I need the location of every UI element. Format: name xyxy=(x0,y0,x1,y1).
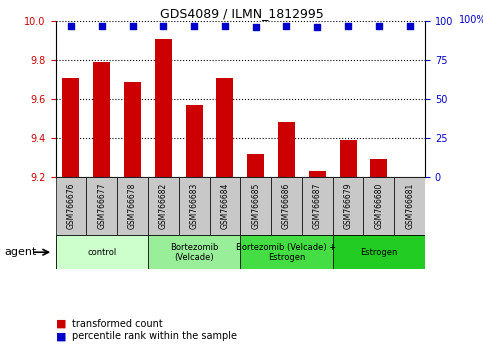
Text: percentile rank within the sample: percentile rank within the sample xyxy=(72,331,238,341)
Bar xyxy=(56,235,148,269)
Text: agent: agent xyxy=(5,247,37,257)
Text: ■: ■ xyxy=(56,331,66,341)
Point xyxy=(252,25,259,30)
Bar xyxy=(364,177,394,235)
Y-axis label: 100%: 100% xyxy=(459,15,483,25)
Text: Bortezomib
(Velcade): Bortezomib (Velcade) xyxy=(170,242,218,262)
Bar xyxy=(148,235,241,269)
Point xyxy=(344,23,352,29)
Point xyxy=(406,23,413,29)
Point xyxy=(375,23,383,29)
Text: GSM766687: GSM766687 xyxy=(313,183,322,229)
Bar xyxy=(333,235,425,269)
Bar xyxy=(340,140,356,177)
Bar xyxy=(302,177,333,235)
Bar xyxy=(216,78,233,177)
Bar xyxy=(241,177,271,235)
Text: GSM766682: GSM766682 xyxy=(159,183,168,229)
Text: GSM766684: GSM766684 xyxy=(220,183,229,229)
Text: GSM766676: GSM766676 xyxy=(67,183,75,229)
Bar xyxy=(247,154,264,177)
Text: transformed count: transformed count xyxy=(72,319,163,329)
Text: GSM766683: GSM766683 xyxy=(190,183,199,229)
Bar xyxy=(117,177,148,235)
Bar xyxy=(333,177,364,235)
Text: control: control xyxy=(87,248,116,257)
Bar xyxy=(62,78,79,177)
Point xyxy=(221,23,229,29)
Bar xyxy=(309,171,326,177)
Bar xyxy=(278,122,295,177)
Bar xyxy=(271,177,302,235)
Bar xyxy=(56,177,86,235)
Text: GSM766680: GSM766680 xyxy=(374,183,384,229)
Text: GSM766679: GSM766679 xyxy=(343,183,353,229)
Point xyxy=(128,23,136,29)
Bar xyxy=(148,177,179,235)
Bar xyxy=(179,177,210,235)
Bar xyxy=(185,105,202,177)
Bar xyxy=(93,62,110,177)
Text: GSM766681: GSM766681 xyxy=(405,183,414,229)
Text: GSM766686: GSM766686 xyxy=(282,183,291,229)
Text: ■: ■ xyxy=(56,319,66,329)
Text: GSM766685: GSM766685 xyxy=(251,183,260,229)
Text: GSM766678: GSM766678 xyxy=(128,183,137,229)
Bar xyxy=(155,39,172,177)
Bar xyxy=(86,177,117,235)
Bar xyxy=(370,160,387,177)
Point xyxy=(313,25,321,30)
Point xyxy=(67,23,75,29)
Bar xyxy=(394,177,425,235)
Point xyxy=(283,23,290,29)
Text: GSM766677: GSM766677 xyxy=(97,183,106,229)
Bar xyxy=(124,82,141,177)
Point xyxy=(190,23,198,29)
Text: Estrogen: Estrogen xyxy=(360,248,398,257)
Point xyxy=(98,23,106,29)
Bar xyxy=(210,177,240,235)
Bar xyxy=(241,235,333,269)
Text: GDS4089 / ILMN_1812995: GDS4089 / ILMN_1812995 xyxy=(159,7,324,20)
Text: Bortezomib (Velcade) +
Estrogen: Bortezomib (Velcade) + Estrogen xyxy=(236,242,337,262)
Point xyxy=(159,23,167,29)
